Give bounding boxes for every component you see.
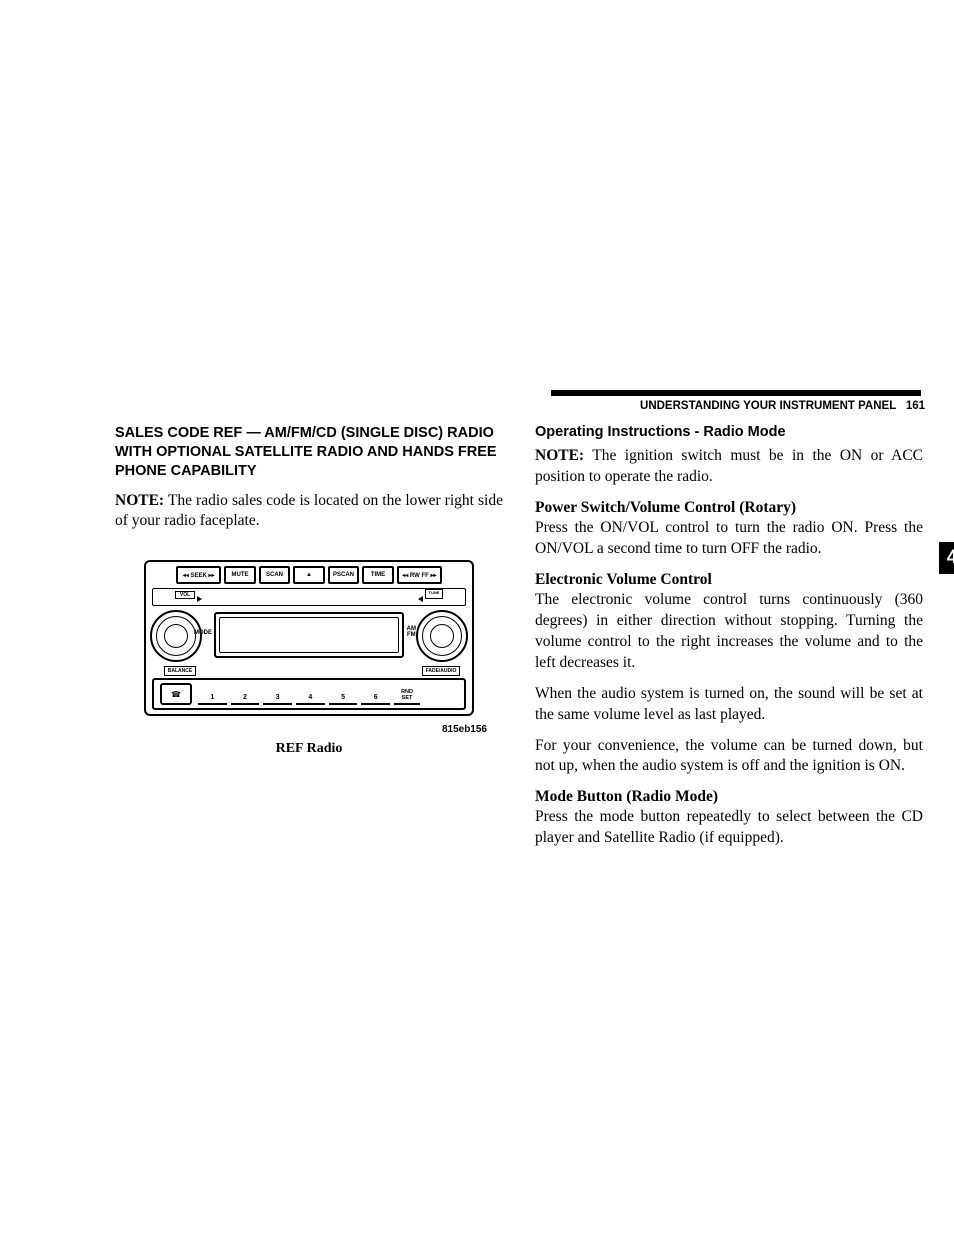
volume-control-heading: Electronic Volume Control: [535, 570, 923, 590]
balance-button: BALANCE: [164, 666, 196, 676]
time-button: TIME: [362, 566, 394, 584]
radio-display: [214, 612, 404, 658]
running-header: UNDERSTANDING YOUR INSTRUMENT PANEL 161: [115, 400, 925, 412]
top-button-row: ◂◂ SEEK ▸▸ MUTE SCAN ▲ PSCAN TIME ◂◂ RW …: [176, 566, 442, 584]
figure-id: 815eb156: [115, 724, 503, 735]
phone-icon: ☎: [171, 690, 181, 699]
volume-control-p2: When the audio system is turned on, the …: [535, 684, 923, 726]
note-label: NOTE:: [115, 492, 164, 509]
preset-5: 5: [329, 683, 358, 705]
tune-knob: [416, 610, 468, 662]
note-body: The radio sales code is located on the l…: [115, 492, 503, 530]
right-note: NOTE: The ignition switch must be in the…: [535, 446, 923, 488]
radio-diagram: ◂◂ SEEK ▸▸ MUTE SCAN ▲ PSCAN TIME ◂◂ RW …: [144, 560, 474, 716]
preset-4: 4: [296, 683, 325, 705]
note-paragraph: NOTE: The radio sales code is located on…: [115, 491, 503, 533]
page-number: 161: [906, 400, 925, 412]
preset-1: 1: [198, 683, 227, 705]
operating-heading: Operating Instructions - Radio Mode: [535, 424, 923, 440]
fade-button: FADE/AUDIO: [422, 666, 460, 676]
preset-panel: ☎ 1 2 3 4 5 6 RNDSET: [152, 678, 466, 710]
eject-button: ▲: [293, 566, 325, 584]
power-switch-heading: Power Switch/Volume Control (Rotary): [535, 498, 923, 518]
two-column-layout: SALES CODE REF — AM/FM/CD (SINGLE DISC) …: [115, 424, 925, 849]
scan-button: SCAN: [259, 566, 291, 584]
preset-6: 6: [361, 683, 390, 705]
figure-caption: REF Radio: [115, 741, 503, 757]
section-title: UNDERSTANDING YOUR INSTRUMENT PANEL: [640, 400, 896, 412]
amfm-label: AMFM: [407, 626, 416, 638]
left-column: SALES CODE REF — AM/FM/CD (SINGLE DISC) …: [115, 424, 503, 849]
indicator-strip: VOL TUNE: [152, 588, 466, 606]
vol-arrow-icon: [197, 596, 202, 602]
preset-row: 1 2 3 4 5 6 RNDSET: [198, 683, 420, 705]
seek-button: ◂◂ SEEK ▸▸: [176, 566, 221, 584]
pscan-button: PSCAN: [328, 566, 360, 584]
volume-control-p3: For your convenience, the volume can be …: [535, 736, 923, 778]
vol-label: VOL: [175, 591, 195, 599]
volume-knob: [150, 610, 202, 662]
display-inner: [219, 617, 399, 653]
chapter-tab: 4: [939, 542, 954, 574]
radio-faceplate: ◂◂ SEEK ▸▸ MUTE SCAN ▲ PSCAN TIME ◂◂ RW …: [144, 560, 474, 716]
tune-arrow-icon: [418, 596, 423, 602]
mode-button-heading: Mode Button (Radio Mode): [535, 787, 923, 807]
phone-button: ☎: [160, 683, 192, 705]
power-switch-body: Press the ON/VOL control to turn the rad…: [535, 518, 923, 560]
main-heading: SALES CODE REF — AM/FM/CD (SINGLE DISC) …: [115, 424, 503, 481]
note-label: NOTE:: [535, 447, 584, 464]
mode-button-body: Press the mode button repeatedly to sele…: [535, 807, 923, 849]
rnd-set-button: RNDSET: [394, 683, 420, 705]
note-body: The ignition switch must be in the ON or…: [535, 447, 923, 485]
tune-label: TUNE: [425, 589, 443, 599]
page-content: UNDERSTANDING YOUR INSTRUMENT PANEL 1 61 …: [115, 390, 925, 849]
mute-button: MUTE: [224, 566, 256, 584]
mode-label: MODE: [194, 630, 212, 636]
volume-control-p1: The electronic volume control turns cont…: [535, 590, 923, 674]
preset-3: 3: [263, 683, 292, 705]
rwff-button: ◂◂ RW FF ▸▸: [397, 566, 442, 584]
header-rule: [551, 390, 921, 396]
preset-2: 2: [231, 683, 260, 705]
figure-container: ◂◂ SEEK ▸▸ MUTE SCAN ▲ PSCAN TIME ◂◂ RW …: [115, 560, 503, 757]
right-column: Operating Instructions - Radio Mode NOTE…: [535, 424, 923, 849]
